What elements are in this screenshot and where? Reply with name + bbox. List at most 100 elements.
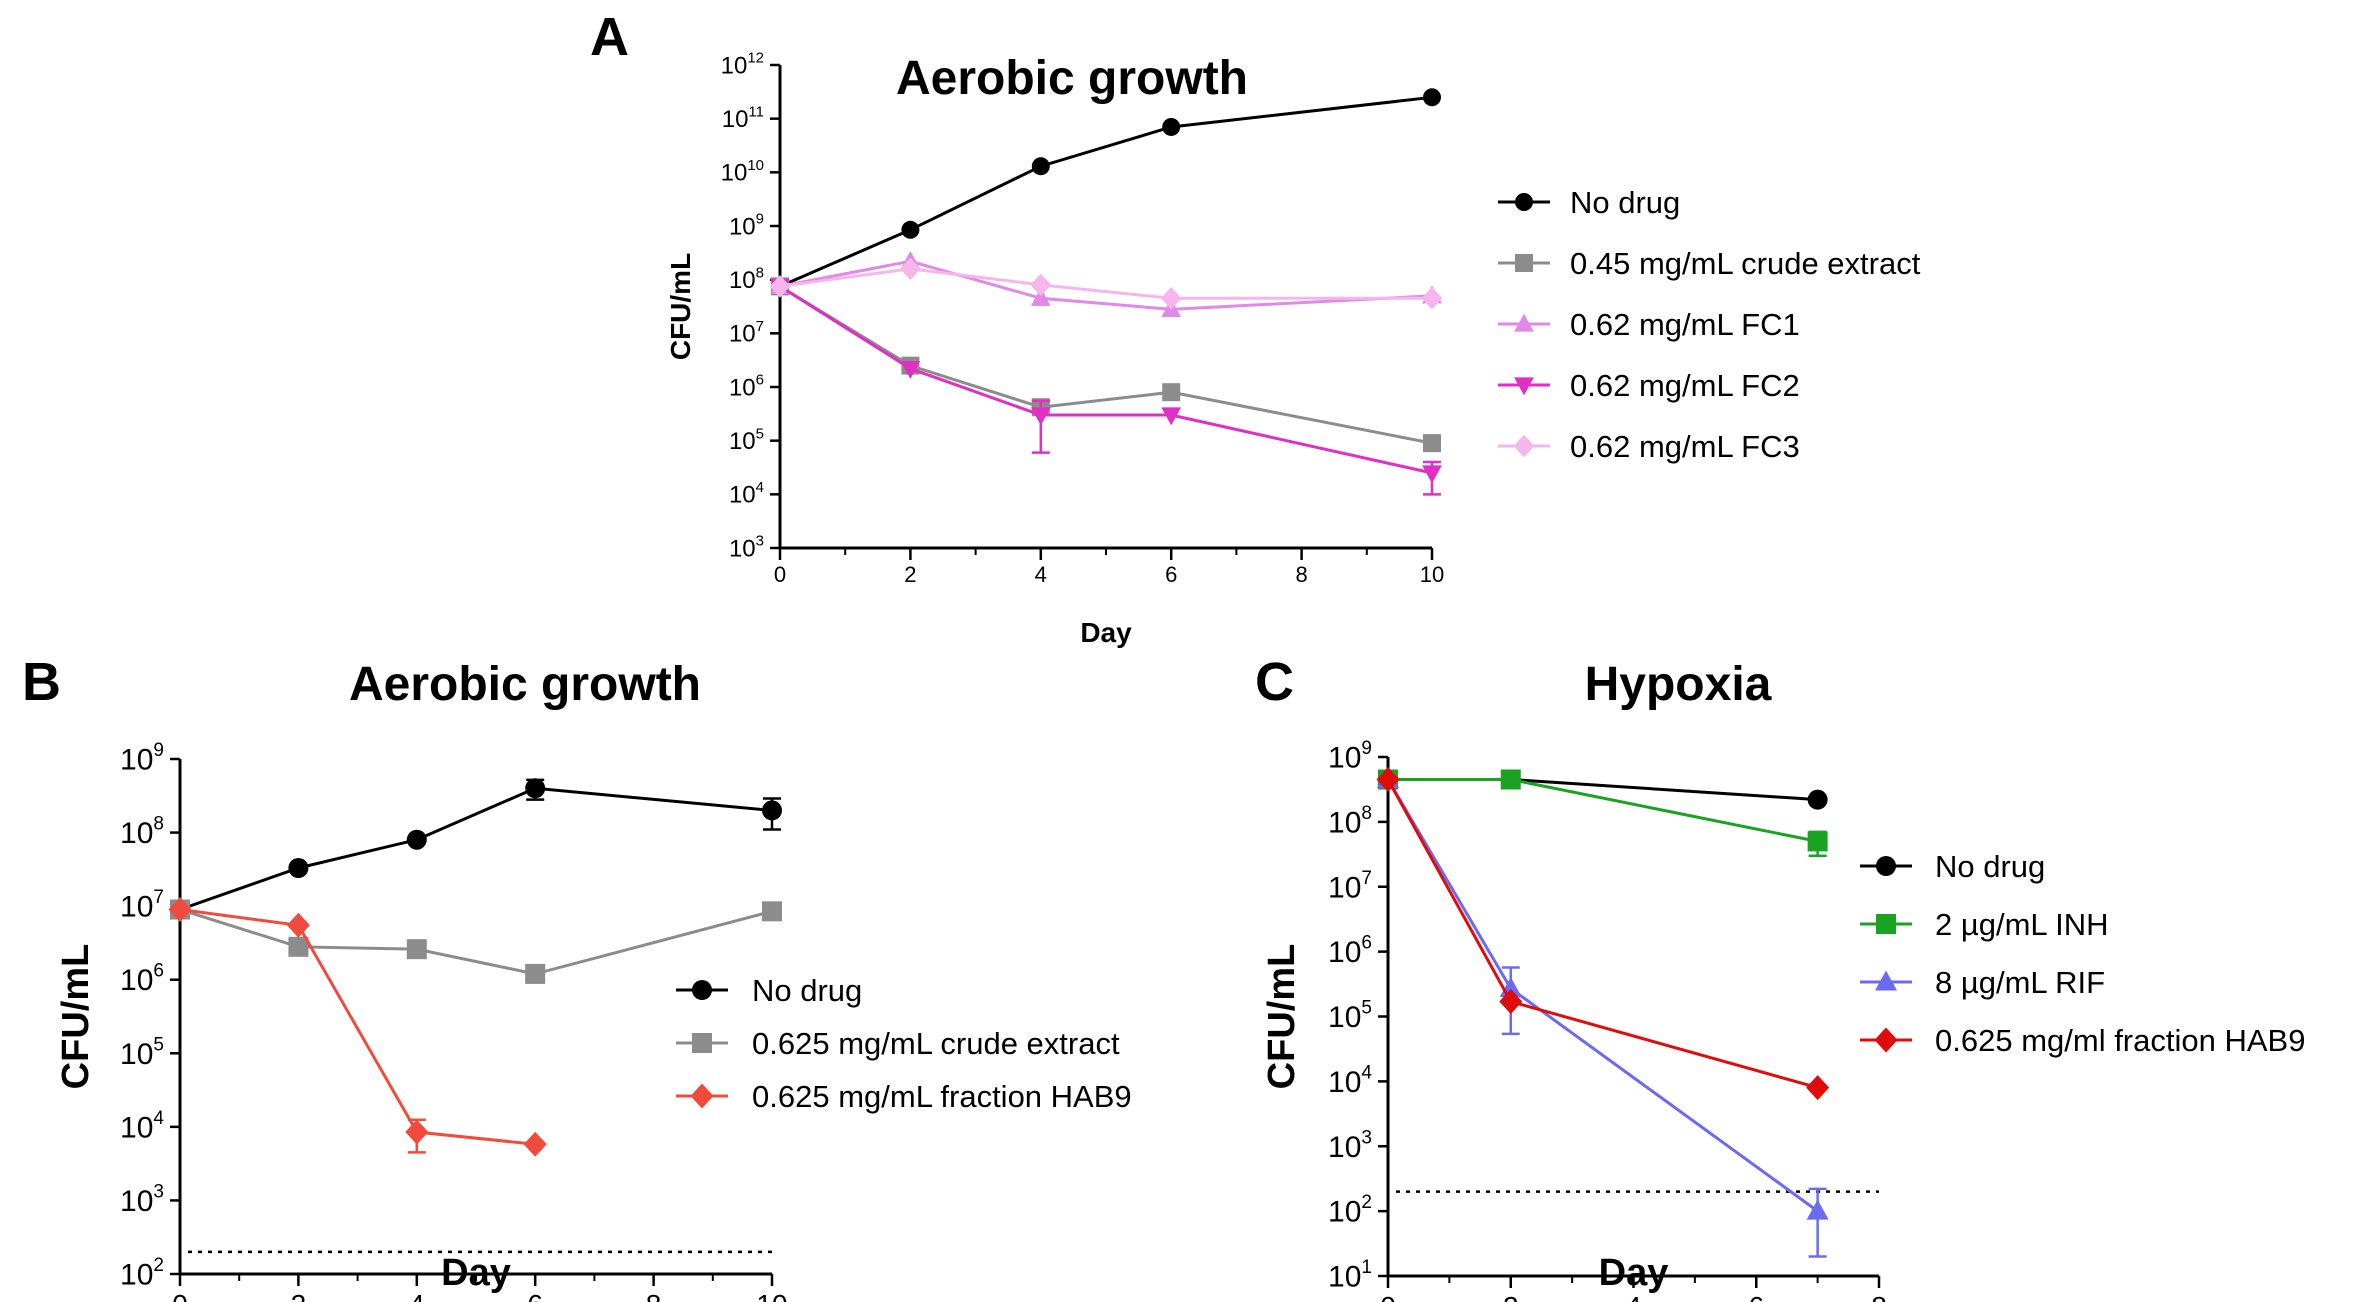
series-line <box>179 908 773 976</box>
y-tick-label: 106 <box>1328 933 1372 970</box>
legend-item: 0.62 mg/mL FC1 <box>1498 307 1800 342</box>
data-point <box>1807 789 1828 810</box>
y-tick-label: 106 <box>120 961 164 998</box>
data-point <box>1421 287 1443 310</box>
legend-label: No drug <box>1570 185 1680 220</box>
data-point <box>1030 273 1052 297</box>
y-tick-label: 1012 <box>721 50 764 80</box>
chart-panel-c: C Hypoxia 0 2 4 6 8 101 102 103 104 105 106 107 108 109… <box>1255 652 2305 1302</box>
x-tick-label: 4 <box>1035 562 1047 587</box>
panel-letter: B <box>22 652 61 712</box>
data-point <box>1806 1075 1830 1101</box>
data-point <box>1162 117 1181 136</box>
y-axis-label: CFU/mL <box>1261 944 1303 1090</box>
x-tick-label: 8 <box>646 1289 662 1302</box>
data-point <box>769 275 791 298</box>
legend-marker <box>692 1033 712 1053</box>
legend-item: No drug <box>1498 185 1680 220</box>
series-line <box>779 95 1433 288</box>
data-point <box>1500 769 1521 790</box>
data-point <box>1422 465 1442 484</box>
data-point <box>1161 407 1182 426</box>
legend-item: 0.62 mg/mL FC3 <box>1498 429 1800 464</box>
legend-item: 2 µg/mL INH <box>1860 907 2108 942</box>
y-tick-label: 1010 <box>721 157 764 187</box>
x-tick-label: 0 <box>1380 1291 1396 1302</box>
series-3 <box>1377 767 1829 1258</box>
chart-panel-a: A Aerobic growth 0 2 4 6 8 10 103 104 105 106 107 108… <box>590 7 1921 648</box>
legend-label: No drug <box>1935 849 2045 884</box>
data-point <box>900 257 921 280</box>
data-point <box>1806 1199 1829 1220</box>
y-tick-label: 106 <box>729 372 764 402</box>
y-tick-label: 109 <box>120 740 164 777</box>
y-tick-label: 102 <box>120 1255 164 1292</box>
panel-letter: C <box>1255 652 1294 712</box>
series-line <box>1388 777 1818 843</box>
series-3 <box>770 250 1442 317</box>
data-point <box>168 897 192 923</box>
data-point <box>523 1131 547 1157</box>
x-tick-label: 6 <box>1165 562 1177 587</box>
legend-item: No drug <box>1860 849 2045 884</box>
series-2 <box>170 899 782 984</box>
legend-marker <box>1874 1027 1898 1053</box>
y-tick-label: 107 <box>120 887 164 924</box>
series-4 <box>770 278 1442 496</box>
legend-marker <box>1515 254 1533 272</box>
legend-marker <box>1514 377 1534 396</box>
y-tick-label: 105 <box>1328 998 1372 1035</box>
legend-label: 0.625 mg/ml fraction HAB9 <box>1935 1023 2305 1058</box>
data-point <box>1423 88 1441 107</box>
series-line <box>1386 778 1819 1090</box>
legend-item: 0.625 mg/ml fraction HAB9 <box>1860 1023 2305 1058</box>
legend-item: 8 µg/mL RIF <box>1860 965 2105 1000</box>
legend-marker <box>1513 434 1535 458</box>
data-point <box>288 857 309 878</box>
data-point <box>901 220 920 239</box>
y-tick-label: 103 <box>1328 1127 1372 1164</box>
legend-marker <box>1875 970 1897 991</box>
data-point <box>286 912 310 938</box>
y-tick-label: 105 <box>729 425 764 455</box>
x-tick-label: 8 <box>1295 562 1307 587</box>
data-point <box>1499 989 1523 1015</box>
x-tick-label: 2 <box>291 1289 307 1302</box>
y-tick-label: 103 <box>729 533 764 563</box>
x-tick-label: 4 <box>1626 1291 1642 1302</box>
chart-title: Aerobic growth <box>896 52 1248 105</box>
legend-label: 0.62 mg/mL FC3 <box>1570 429 1800 464</box>
data-point <box>1030 407 1051 426</box>
y-axis-label: CFU/mL <box>55 944 97 1090</box>
data-point <box>1030 287 1051 306</box>
series-3 <box>168 897 547 1157</box>
y-tick-label: 104 <box>120 1108 164 1145</box>
legend-marker <box>1514 313 1534 332</box>
y-tick-label: 109 <box>1328 738 1372 775</box>
data-point <box>1031 157 1050 176</box>
y-tick-label: 1011 <box>722 103 764 133</box>
legend-label: 8 µg/mL RIF <box>1935 965 2105 1000</box>
series-5 <box>769 257 1443 310</box>
y-tick-label: 109 <box>729 211 764 241</box>
legend-label: 2 µg/mL INH <box>1935 907 2108 942</box>
series-line <box>179 908 536 1146</box>
x-axis-label: Day <box>1599 1252 1669 1294</box>
legend-marker <box>692 980 712 1000</box>
chart-title: Aerobic growth <box>349 658 701 711</box>
x-axis-label: Day <box>441 1252 511 1294</box>
data-point <box>1160 287 1182 310</box>
legend-marker <box>690 1083 714 1109</box>
series-line <box>779 267 1432 300</box>
y-tick-label: 103 <box>120 1181 164 1218</box>
data-point <box>405 1119 429 1145</box>
y-axis-label: CFU/mL <box>665 253 696 360</box>
series-line <box>1386 778 1819 1213</box>
data-point <box>1376 766 1400 792</box>
data-point <box>900 360 921 379</box>
chart-title: Hypoxia <box>1585 658 1772 711</box>
y-tick-label: 101 <box>1328 1257 1372 1294</box>
series-line <box>779 259 1433 311</box>
series-line <box>179 786 773 911</box>
